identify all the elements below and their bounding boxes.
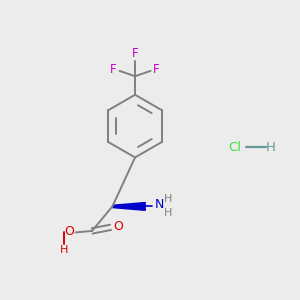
Text: O: O [64, 225, 74, 238]
Text: F: F [132, 47, 138, 60]
Text: F: F [110, 63, 117, 76]
Text: H: H [164, 194, 172, 204]
Text: Cl: Cl [229, 140, 242, 154]
Text: O: O [113, 220, 123, 233]
Text: H: H [164, 208, 172, 218]
Polygon shape [113, 202, 145, 210]
Text: H: H [266, 140, 276, 154]
Text: N: N [154, 198, 164, 211]
Text: F: F [153, 63, 160, 76]
Text: H: H [60, 245, 68, 255]
